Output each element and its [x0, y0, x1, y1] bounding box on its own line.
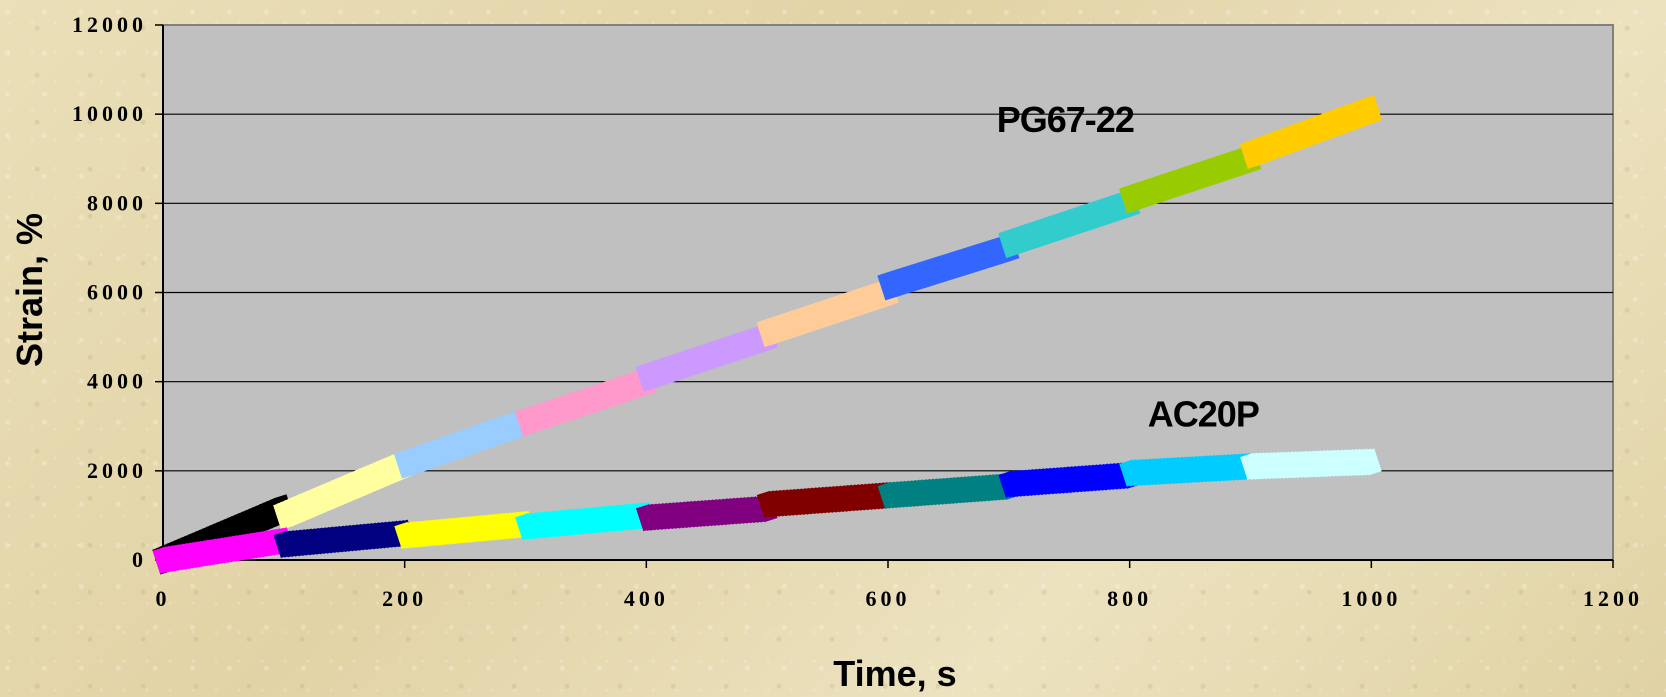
- series-1: [152, 95, 1383, 575]
- x-tick-label: 800: [1107, 586, 1152, 611]
- series-2-segment: [273, 519, 416, 558]
- axes: [155, 24, 1614, 568]
- y-tick-label: 10000: [72, 101, 147, 126]
- series-1-segment: [1239, 95, 1383, 169]
- series-2-segment: [635, 495, 778, 532]
- data-point: [1360, 95, 1383, 125]
- x-tick-label: 600: [866, 586, 911, 611]
- y-tick-label: 6000: [87, 280, 147, 305]
- series-1-segment: [756, 277, 899, 348]
- series-2-segment: [756, 481, 899, 518]
- y-tick-label: 12000: [72, 12, 147, 37]
- series-annotation: PG67-22: [997, 99, 1134, 140]
- x-tick-label: 0: [156, 586, 171, 611]
- data-marks: [152, 95, 1383, 575]
- x-axis-title: Time, s: [833, 653, 956, 694]
- series-2-segment: [1119, 452, 1261, 487]
- x-tick-label: 200: [382, 586, 427, 611]
- x-tick-labels: 0 200 400 600 800 1000 1200: [156, 586, 1643, 611]
- series-1-segment: [514, 367, 658, 437]
- x-tick-label: 1200: [1583, 586, 1643, 611]
- series-1-segment: [635, 322, 778, 392]
- y-tick-label: 0: [132, 547, 147, 572]
- x-tick-label: 400: [624, 586, 669, 611]
- y-tick-label: 2000: [87, 458, 147, 483]
- annotations: PG67-22 AC20P: [997, 99, 1260, 434]
- y-axis-title: Strain, %: [9, 213, 50, 367]
- data-point: [1360, 448, 1382, 476]
- series-2-segment: [1240, 448, 1382, 480]
- y-tick-labels: 0 2000 4000 6000 8000 10000 12000: [72, 12, 147, 572]
- series-1-segment: [1118, 144, 1262, 214]
- series-2-segment: [152, 527, 295, 574]
- series-annotation: AC20P: [1148, 393, 1259, 434]
- y-tick-label: 8000: [87, 190, 147, 215]
- series-2-segment: [877, 472, 1020, 509]
- x-tick-label: 1000: [1341, 586, 1401, 611]
- y-tick-label: 4000: [87, 369, 147, 394]
- series-2: [152, 448, 1382, 574]
